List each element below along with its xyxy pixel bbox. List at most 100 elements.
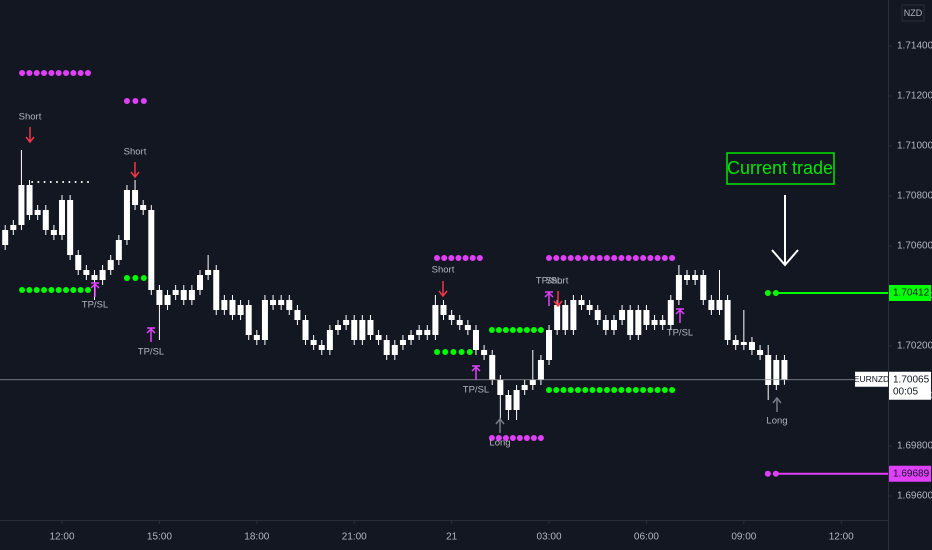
candle-body [343,320,350,325]
candle-body [286,300,293,310]
candle-body [408,335,415,340]
level-dot [488,327,495,333]
level-dot [654,255,661,261]
level-dot [434,255,441,261]
tp-marker [471,365,481,380]
price-tag-label: 1.69689 [893,468,930,479]
signal-label: Short [19,112,42,123]
level-dot [55,181,58,183]
x-tick-label: 15:00 [147,532,172,543]
level-dot [70,70,77,76]
short-arrow [553,291,563,308]
level-dot [523,435,530,441]
candle-body [197,275,204,290]
candle-body [781,360,788,380]
level-dot [516,327,523,333]
level-dot [574,255,581,261]
candle-body [521,385,528,390]
tp-marker [675,308,685,323]
level-dot [553,255,560,261]
candle-body [351,320,358,340]
candle-body [562,305,569,330]
candle-body [708,300,715,310]
candle-body [213,270,220,310]
level-dot [530,327,537,333]
candle-body [432,305,439,335]
level-dot [574,387,581,393]
level-dot [618,255,625,261]
level-dot [442,349,449,355]
level-dot [469,255,476,261]
level-dot [654,387,661,393]
level-dot [589,387,596,393]
candle-body [115,240,122,260]
level-dot [55,287,62,293]
x-tick-label: 21:00 [342,532,367,543]
candle-body [83,270,90,275]
candle-body [237,305,244,315]
callout-box [726,152,835,185]
candle-body [367,320,374,335]
y-tick-label: 1.71200 [897,91,932,102]
candle-body [602,320,609,330]
level-dot [495,435,502,441]
candle-body [578,300,585,305]
level-dot [19,287,26,293]
signal-label: TP/SL [82,300,108,311]
level-dot [43,181,46,183]
level-dot [84,287,91,293]
level-dot [495,327,502,333]
price-tag-label: 1.70412 [893,288,930,299]
candle-body [627,310,634,335]
candle-body [180,290,187,300]
candle-body [635,310,642,335]
candle-body [732,340,739,345]
candle-body [651,320,658,325]
y-tick-label: 1.70200 [897,341,932,352]
level-dot [647,255,654,261]
level-dot [523,327,530,333]
candle-body [497,380,504,395]
candle-body [318,345,325,350]
candle-body [326,330,333,350]
x-tick-label: 12:00 [829,532,854,543]
level-dot [567,255,574,261]
candle-body [359,320,366,340]
level-dot [509,435,516,441]
candle-body [416,330,423,335]
level-dot [31,181,34,183]
candle-body [59,200,66,235]
currency: NZD [904,8,923,18]
candle-body [448,315,455,320]
candle-body [610,320,617,330]
level-dot [669,387,676,393]
candle-body [99,270,106,280]
candle-body [221,300,228,310]
level-dot [26,70,33,76]
level-dot [62,181,65,183]
level-dot [84,70,91,76]
candle-body [513,390,520,410]
candle-body [472,330,479,350]
candle-body [765,355,772,385]
candle-body [253,335,260,340]
candle-body [489,355,496,380]
tp-marker [146,327,156,342]
signal-label: Short [124,147,147,158]
level-dot [132,98,139,104]
level-dot [661,255,668,261]
candle-body [42,210,49,230]
signal-label: TP/SL [667,328,693,339]
level-dot [764,470,771,477]
candle-body [554,305,561,330]
signal-label: TP/SL [536,276,562,287]
candle-body [132,190,139,205]
level-dot [434,349,441,355]
tp-marker [90,282,100,297]
level-dot [582,387,589,393]
price-tag [889,465,931,482]
level-dot [455,255,462,261]
candle-body [675,275,682,300]
level-dot [516,435,523,441]
